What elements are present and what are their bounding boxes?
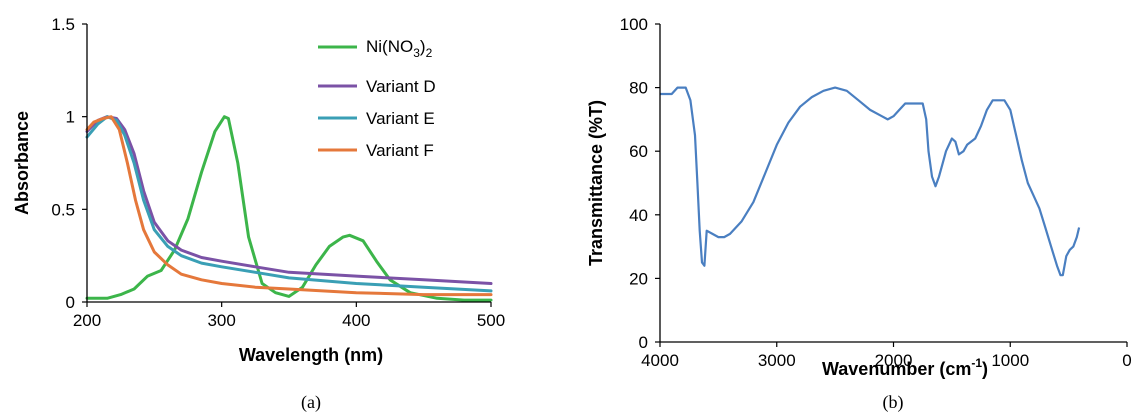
legend-label-variant-d: Variant D: [366, 77, 436, 96]
ir-y-tick-label: 60: [629, 142, 648, 161]
uv-vis-chart: 0 0.5 1 1.5 200 300 400 500 Absorbance Wavelen…: [12, 15, 505, 413]
ir-series-spectrum: [660, 86, 1081, 277]
uv-vis-x-axis-label: Wavelength (nm): [239, 345, 383, 365]
uv-vis-x-tick-labels: 200 300 400 500: [73, 302, 505, 330]
ir-x-tick-labels: 4000 3000 2000 1000 0: [641, 342, 1132, 370]
ir-y-tick-label: 20: [629, 269, 648, 288]
ir-x-tick-label: 0: [1122, 351, 1131, 370]
ir-y-tick-labels: 0 20 40 60 80 100: [620, 15, 660, 352]
uv-vis-x-tick-label: 400: [342, 311, 370, 330]
ir-x-tick-label: 3000: [758, 351, 796, 370]
uv-vis-x-tick-label: 200: [73, 311, 101, 330]
uv-vis-legend: Ni(NO3)2 Variant D Variant E Variant F: [318, 37, 436, 160]
ir-y-tick-label: 0: [639, 333, 648, 352]
uv-vis-y-tick-label: 1: [66, 108, 75, 127]
uv-vis-y-tick-label: 0: [66, 293, 75, 312]
uv-vis-plot-area: [85, 115, 493, 302]
legend-label-ni: Ni(NO3)2: [366, 37, 433, 60]
uv-vis-y-tick-label: 1.5: [51, 15, 75, 34]
panel-label-a: (a): [301, 392, 321, 413]
uv-vis-x-tick-label: 500: [477, 311, 505, 330]
ir-chart: 0 20 40 60 80 100 4000 3000 2000 1000 0 Transmitt…: [586, 15, 1132, 413]
ir-plot-area: [660, 86, 1081, 277]
uv-vis-series-ni-no3-2: [85, 115, 493, 302]
uv-vis-series-variant-f: [85, 115, 493, 297]
uv-vis-y-tick-label: 0.5: [51, 200, 75, 219]
ir-x-tick-label: 1000: [991, 351, 1029, 370]
ir-x-tick-label: 2000: [875, 351, 913, 370]
legend-label-variant-e: Variant E: [366, 109, 435, 128]
ir-y-tick-label: 100: [620, 15, 648, 34]
uv-vis-x-tick-label: 300: [207, 311, 235, 330]
uv-vis-y-tick-labels: 0 0.5 1 1.5: [51, 15, 87, 312]
panel-label-b: (b): [883, 392, 904, 413]
ir-y-tick-label: 40: [629, 206, 648, 225]
uv-vis-y-axis-label: Absorbance: [12, 111, 32, 215]
ir-y-axis-label: Transmittance (%T): [586, 100, 606, 266]
ir-x-tick-label: 4000: [641, 351, 679, 370]
legend-label-variant-f: Variant F: [366, 141, 434, 160]
ir-x-axis-label: Wavenumber (cm-1): [822, 356, 988, 379]
ir-y-tick-label: 80: [629, 79, 648, 98]
